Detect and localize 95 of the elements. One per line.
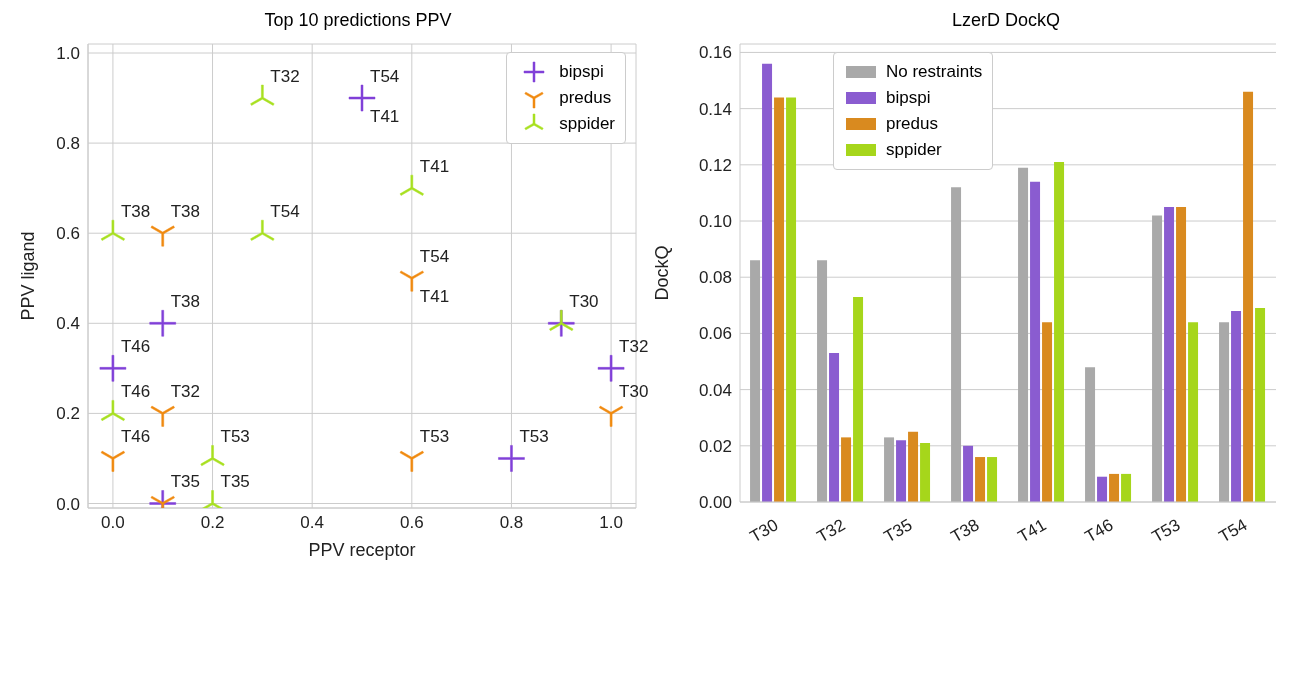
y-tick-label: 0.04 — [698, 380, 732, 400]
y-tick-label: 1.0 — [56, 44, 80, 64]
x-tick-label: T35 — [880, 515, 916, 547]
y-axis-title: DockQ — [652, 245, 673, 301]
annotation: T46 — [120, 427, 151, 447]
bar — [1042, 322, 1053, 502]
bar — [1243, 91, 1254, 502]
bar — [817, 260, 828, 502]
bar — [987, 457, 998, 502]
y-tick-label: 0.4 — [56, 314, 80, 334]
bar — [829, 353, 840, 502]
annotation: T41 — [419, 287, 450, 307]
legend-label: sppider — [559, 114, 615, 134]
annotation: T38 — [120, 202, 151, 222]
annotation: T38 — [170, 202, 201, 222]
bar — [975, 457, 986, 502]
x-tick-label: T53 — [1148, 515, 1184, 547]
annotation: T35 — [220, 472, 250, 492]
annotation: T54 — [370, 67, 400, 87]
x-tick-label: 0.0 — [101, 513, 125, 533]
y-tick-label: 0.10 — [698, 212, 732, 232]
legend-label: bipspi — [559, 62, 604, 82]
y-tick-label: 0.16 — [698, 43, 732, 63]
bar — [896, 440, 907, 502]
annotation: T41 — [370, 107, 400, 127]
bar — [1176, 206, 1187, 502]
annotation: T46 — [120, 337, 151, 357]
bar — [1231, 310, 1242, 502]
bar — [1255, 308, 1266, 502]
bar — [1164, 206, 1175, 502]
bar — [920, 442, 931, 502]
bar — [963, 445, 974, 502]
legend-label: sppider — [886, 140, 942, 160]
y-tick-label: 0.0 — [56, 494, 80, 514]
annotation: T41 — [419, 157, 450, 177]
y-tick-label: 0.14 — [698, 99, 732, 119]
x-tick-label: T41 — [1014, 515, 1050, 547]
annotation: T53 — [220, 427, 250, 447]
annotation: T30 — [619, 382, 649, 402]
chart-title: LzerD DockQ — [951, 10, 1061, 31]
bar — [884, 437, 895, 502]
x-tick-label: T46 — [1081, 515, 1117, 547]
bar — [750, 260, 761, 502]
annotation: T53 — [419, 427, 450, 447]
bar — [774, 97, 785, 502]
legend-label: predus — [559, 88, 612, 108]
y-tick-label: 0.2 — [56, 404, 80, 424]
bar — [1097, 476, 1108, 502]
x-tick-label: T54 — [1215, 515, 1251, 547]
x-tick-label: T32 — [813, 515, 849, 547]
bar — [1030, 181, 1041, 502]
annotation: T35 — [170, 472, 201, 492]
y-tick-label: 0.08 — [698, 268, 732, 288]
bar — [853, 296, 864, 502]
bar — [762, 63, 773, 502]
y-tick-label: 0.02 — [698, 436, 732, 456]
y-tick-label: 0.00 — [698, 493, 732, 513]
x-tick-label: 0.6 — [400, 513, 424, 533]
legend-label: No restraints — [886, 62, 983, 82]
x-tick-label: 0.8 — [499, 513, 524, 533]
bar — [1054, 162, 1065, 502]
annotation: T30 — [569, 292, 599, 312]
bar — [1188, 322, 1199, 502]
bar — [841, 437, 852, 502]
y-tick-label: 0.8 — [56, 134, 80, 154]
annotation: T54 — [419, 247, 450, 267]
x-tick-label: T38 — [947, 515, 983, 547]
y-tick-label: 0.12 — [698, 155, 732, 175]
x-tick-label: 0.2 — [200, 513, 225, 533]
bar — [1219, 322, 1230, 502]
y-tick-label: 0.06 — [698, 324, 732, 344]
annotation: T46 — [120, 382, 151, 402]
annotation: T32 — [619, 337, 649, 357]
legend-label: bipspi — [886, 88, 931, 108]
x-tick-label: 0.4 — [300, 513, 324, 533]
chart-title: Top 10 predictions PPV — [263, 10, 453, 31]
bar — [786, 97, 797, 502]
y-tick-label: 0.6 — [56, 224, 80, 244]
x-axis-title: PPV receptor — [308, 540, 416, 560]
bar — [1152, 215, 1163, 502]
annotation: T54 — [270, 202, 300, 222]
annotation: T32 — [270, 67, 300, 87]
bar — [1085, 367, 1096, 502]
annotation: T53 — [519, 427, 549, 447]
bar — [1018, 167, 1029, 502]
legend-label: predus — [886, 114, 938, 134]
bar — [1109, 473, 1120, 502]
x-tick-label: T30 — [746, 515, 782, 547]
x-tick-label: 1.0 — [599, 513, 623, 533]
bar — [908, 431, 919, 502]
annotation: T32 — [170, 382, 201, 402]
annotation: T38 — [170, 292, 201, 312]
y-axis-title: PPV ligand — [18, 231, 39, 321]
bar — [1121, 473, 1132, 502]
bar — [951, 187, 962, 502]
